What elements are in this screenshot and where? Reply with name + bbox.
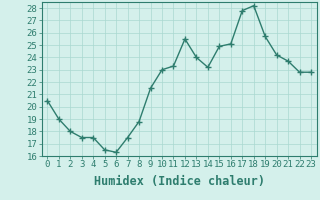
X-axis label: Humidex (Indice chaleur): Humidex (Indice chaleur) <box>94 175 265 188</box>
